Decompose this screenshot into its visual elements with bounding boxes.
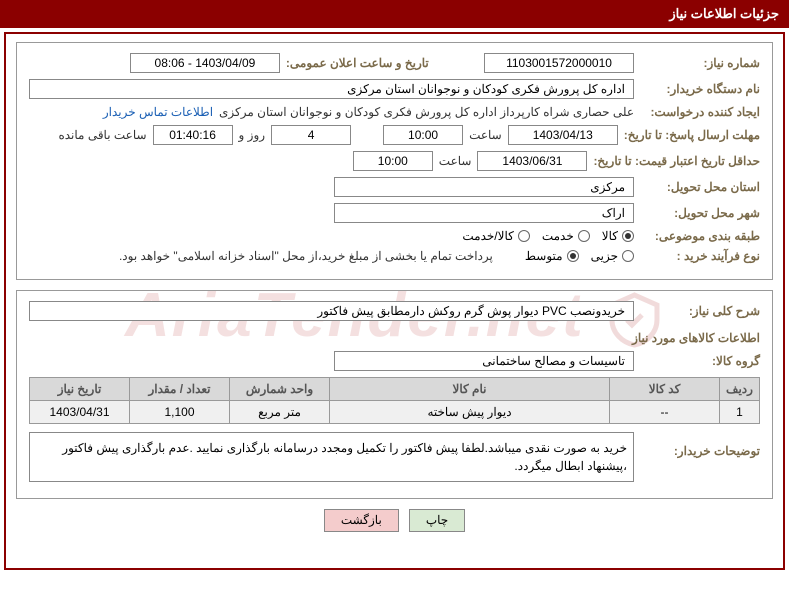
group-label: گروه کالا: <box>640 354 760 368</box>
payment-note: پرداخت تمام یا بخشی از مبلغ خرید،از محل … <box>119 249 493 263</box>
radio-goods[interactable]: کالا <box>602 229 634 243</box>
validity-label: حداقل تاریخ اعتبار قیمت: تا تاریخ: <box>593 154 760 168</box>
deadline-label: مهلت ارسال پاسخ: تا تاریخ: <box>624 128 760 142</box>
radio-service[interactable]: خدمت <box>542 229 590 243</box>
buyer-org-field: اداره کل پرورش فکری کودکان و نوجوانان اس… <box>29 79 634 99</box>
cell-row: 1 <box>720 401 760 424</box>
category-label: طبقه بندی موضوعی: <box>640 229 760 243</box>
remaining-text: ساعت باقی مانده <box>58 128 146 142</box>
days-and-text: روز و <box>239 128 266 142</box>
radio-medium-label: متوسط <box>525 249 563 263</box>
requester-text: علی حصاری شراه کارپرداز اداره کل پرورش ف… <box>219 105 634 119</box>
goods-section-title: اطلاعات کالاهای مورد نیاز <box>29 331 760 345</box>
desc-field: خریدونصب PVC دیوار پوش گرم روکش دارمطابق… <box>29 301 634 321</box>
desc-label: شرح کلی نیاز: <box>640 304 760 318</box>
radio-goods-label: کالا <box>602 229 618 243</box>
main-frame: شماره نیاز: 1103001572000010 تاریخ و ساع… <box>4 32 785 570</box>
radio-both-label: کالا/خدمت <box>462 229 513 243</box>
announce-label: تاریخ و ساعت اعلان عمومی: <box>286 56 429 70</box>
cell-qty: 1,100 <box>130 401 230 424</box>
countdown-field: 01:40:16 <box>153 125 233 145</box>
info-section: شماره نیاز: 1103001572000010 تاریخ و ساع… <box>16 42 773 280</box>
requester-label: ایجاد کننده درخواست: <box>640 105 760 119</box>
items-table: ردیف کد کالا نام کالا واحد شمارش تعداد /… <box>29 377 760 424</box>
buyer-notes-label: توضیحات خریدار: <box>640 432 760 458</box>
page-title: جزئیات اطلاعات نیاز <box>0 0 789 28</box>
deadline-time-field: 10:00 <box>383 125 463 145</box>
days-field: 4 <box>271 125 351 145</box>
cell-date: 1403/04/31 <box>30 401 130 424</box>
city-label: شهر محل تحویل: <box>640 206 760 220</box>
time-label-2: ساعت <box>439 154 472 168</box>
th-date: تاریخ نیاز <box>30 378 130 401</box>
deadline-date-field: 1403/04/13 <box>508 125 618 145</box>
buyer-notes-field: خرید به صورت نقدی میباشد.لطفا پیش فاکتور… <box>29 432 634 482</box>
need-no-label: شماره نیاز: <box>640 56 760 70</box>
validity-date-field: 1403/06/31 <box>477 151 587 171</box>
th-qty: تعداد / مقدار <box>130 378 230 401</box>
cell-code: -- <box>610 401 720 424</box>
buyer-contact-link[interactable]: اطلاعات تماس خریدار <box>103 105 213 119</box>
buyer-org-label: نام دستگاه خریدار: <box>640 82 760 96</box>
need-no-field: 1103001572000010 <box>484 53 634 73</box>
announce-field: 1403/04/09 - 08:06 <box>130 53 280 73</box>
cell-unit: متر مربع <box>230 401 330 424</box>
radio-partial[interactable]: جزیی <box>591 249 634 263</box>
radio-both[interactable]: کالا/خدمت <box>462 229 529 243</box>
radio-service-label: خدمت <box>542 229 574 243</box>
radio-partial-label: جزیی <box>591 249 618 263</box>
province-field: مرکزی <box>334 177 634 197</box>
back-button[interactable]: بازگشت <box>324 509 399 532</box>
province-label: استان محل تحویل: <box>640 180 760 194</box>
cell-name: دیوار پیش ساخته <box>330 401 610 424</box>
print-button[interactable]: چاپ <box>409 509 465 532</box>
detail-section: شرح کلی نیاز: خریدونصب PVC دیوار پوش گرم… <box>16 290 773 499</box>
category-radio-group: کالا خدمت کالا/خدمت <box>462 229 634 243</box>
group-field: تاسیسات و مصالح ساختمانی <box>334 351 634 371</box>
city-field: اراک <box>334 203 634 223</box>
validity-time-field: 10:00 <box>353 151 433 171</box>
th-row: ردیف <box>720 378 760 401</box>
table-row: 1 -- دیوار پیش ساخته متر مربع 1,100 1403… <box>30 401 760 424</box>
process-label: نوع فرآیند خرید : <box>640 249 760 263</box>
th-name: نام کالا <box>330 378 610 401</box>
radio-medium[interactable]: متوسط <box>525 249 579 263</box>
process-radio-group: جزیی متوسط <box>525 249 634 263</box>
time-label-1: ساعت <box>469 128 502 142</box>
th-code: کد کالا <box>610 378 720 401</box>
th-unit: واحد شمارش <box>230 378 330 401</box>
